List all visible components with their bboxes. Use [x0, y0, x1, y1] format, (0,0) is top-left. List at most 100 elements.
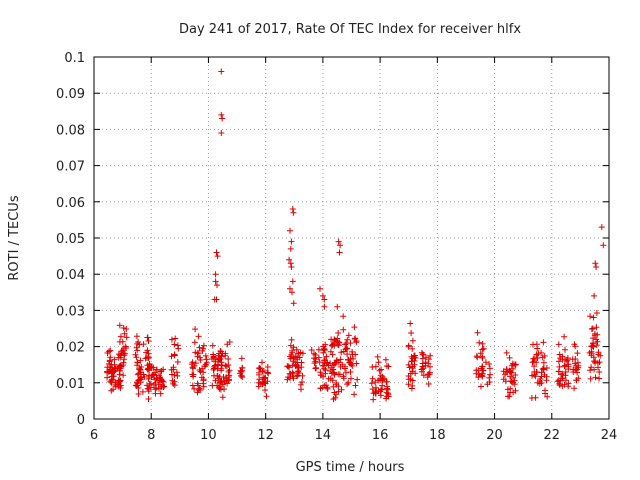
data-point [209, 342, 216, 349]
data-point [322, 370, 329, 377]
data-point [533, 351, 540, 358]
data-point [473, 353, 480, 360]
data-point [311, 360, 318, 367]
data-point [487, 371, 494, 378]
data-point [405, 376, 412, 383]
data-point [147, 384, 154, 391]
data-point [342, 341, 349, 348]
data-point [590, 335, 597, 342]
data-point [121, 330, 128, 337]
data-point [555, 341, 562, 348]
data-point [376, 367, 383, 374]
data-point [215, 352, 222, 359]
data-point [154, 375, 161, 382]
x-tick-label: 22 [544, 428, 561, 443]
data-point [347, 369, 354, 375]
data-point [480, 345, 487, 352]
data-point [337, 356, 344, 363]
data-point [134, 359, 141, 366]
data-point [134, 347, 141, 354]
data-point [537, 376, 544, 382]
data-point [351, 391, 358, 398]
data-point [200, 383, 207, 390]
data-point [574, 369, 581, 376]
data-point [287, 227, 293, 234]
data-point [368, 380, 375, 387]
data-point [369, 386, 376, 393]
data-point [200, 345, 207, 352]
data-point [153, 366, 160, 373]
data-point [383, 363, 390, 369]
data-point [117, 377, 124, 384]
data-point [192, 326, 199, 333]
data-point [120, 372, 127, 379]
data-point [592, 260, 599, 267]
data-point [593, 310, 600, 316]
y-tick-label: 0.04 [56, 268, 85, 283]
data-point [238, 355, 245, 362]
points-layer [104, 68, 607, 403]
data-point [122, 343, 129, 350]
data-point [330, 383, 337, 390]
data-point [588, 326, 595, 332]
data-point [260, 376, 267, 383]
data-point [289, 347, 296, 354]
data-point [330, 396, 337, 403]
data-point [425, 356, 432, 363]
data-point [219, 350, 226, 357]
data-point [508, 362, 515, 369]
data-point [312, 365, 319, 372]
data-point [409, 345, 416, 352]
data-point [334, 335, 341, 342]
data-point [168, 353, 175, 360]
data-point [195, 387, 202, 393]
data-point [292, 353, 299, 360]
data-point [209, 356, 215, 362]
data-point [153, 385, 160, 391]
data-point [327, 360, 334, 367]
data-point [328, 364, 335, 371]
data-point [133, 333, 140, 340]
data-point [344, 381, 351, 388]
data-point [118, 363, 125, 370]
y-tick-label: 0.09 [56, 87, 85, 102]
data-point [574, 350, 581, 357]
data-point [379, 376, 386, 383]
data-point [478, 383, 484, 390]
data-point [104, 369, 111, 376]
data-point [405, 343, 412, 350]
data-point [411, 357, 418, 364]
x-tick-label: 16 [372, 428, 389, 443]
data-point [533, 359, 540, 366]
data-point [174, 359, 181, 365]
data-point [503, 349, 510, 356]
data-point [476, 339, 483, 346]
data-point [596, 369, 603, 375]
data-point [169, 377, 176, 384]
data-point [592, 374, 599, 381]
data-point [308, 347, 315, 353]
data-point [596, 375, 603, 382]
data-point [352, 335, 359, 342]
data-point [482, 359, 489, 366]
data-point [575, 375, 582, 382]
data-point [343, 369, 349, 376]
data-point [263, 393, 270, 400]
data-point [407, 320, 414, 327]
data-point [340, 348, 347, 355]
data-point [237, 370, 244, 377]
data-point [354, 376, 361, 383]
data-point [321, 303, 328, 310]
data-point [264, 378, 271, 385]
data-point [323, 382, 329, 389]
data-point [351, 324, 358, 331]
data-point [120, 359, 127, 366]
data-point [322, 341, 329, 348]
data-point [319, 384, 326, 391]
data-point [340, 375, 347, 382]
data-point [239, 374, 246, 381]
data-point [107, 378, 114, 385]
data-point [316, 359, 323, 366]
data-point [418, 366, 425, 373]
